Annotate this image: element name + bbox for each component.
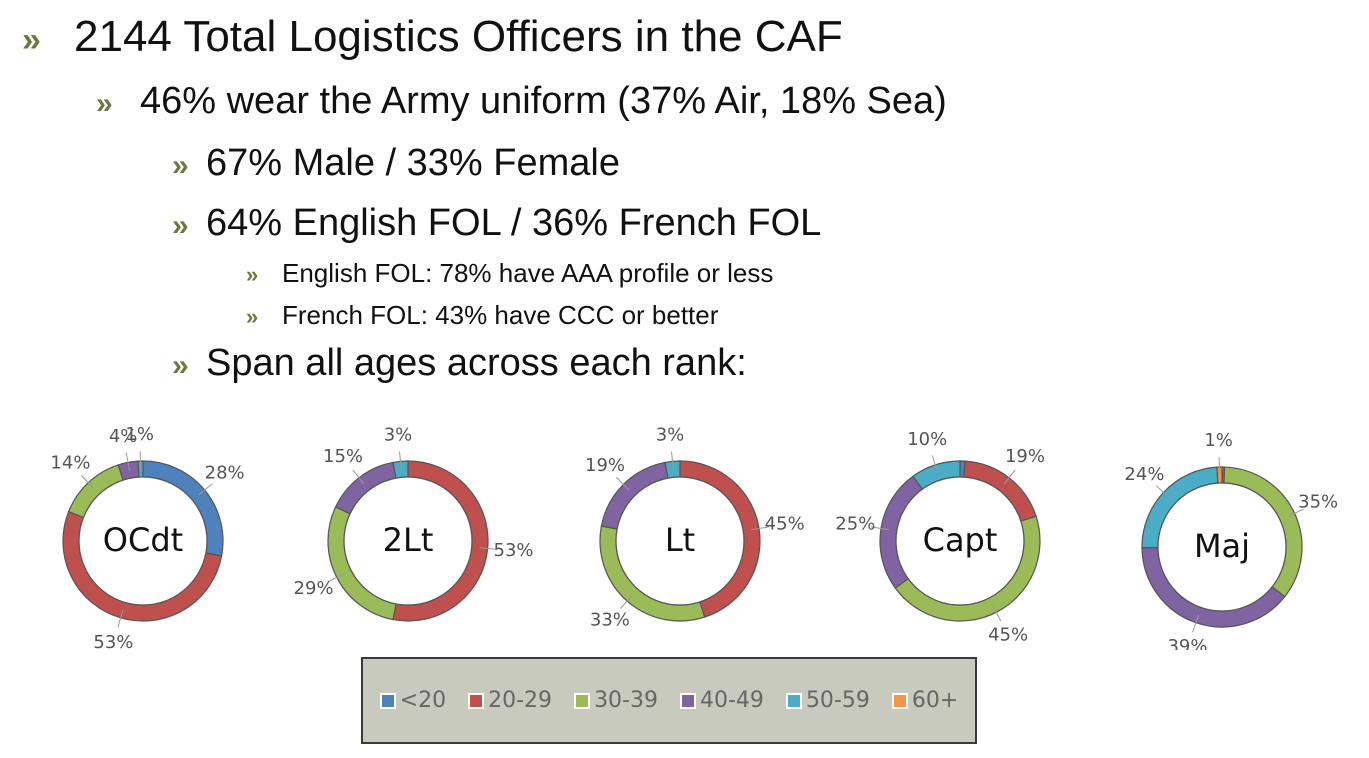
chart-legend: <20 20-29 30-39 40-49 50-59 60+: [361, 657, 977, 744]
bullet-ages: » Span all ages across each rank:: [172, 342, 747, 385]
data-label: 53%: [494, 540, 534, 561]
legend-swatch: [574, 692, 591, 709]
leader-line: [620, 594, 633, 609]
data-label: 15%: [323, 446, 363, 467]
donut-hole: [1157, 482, 1287, 612]
leader-line: [81, 475, 95, 489]
data-label: 45%: [765, 513, 805, 534]
bullet-text: English FOL: 78% have AAA profile or les…: [282, 258, 774, 288]
leader-line: [327, 573, 345, 583]
donut-hole: [895, 476, 1025, 606]
legend-swatch: [785, 692, 802, 709]
leader-line: [871, 526, 889, 531]
bullet-text: Span all ages across each rank:: [206, 342, 747, 384]
data-label: 19%: [1005, 446, 1045, 467]
leader-line: [352, 469, 365, 485]
legend-swatch: [468, 692, 485, 709]
legend-label: 40-49: [700, 688, 764, 713]
leader-line: [1003, 469, 1016, 485]
legend-swatch: [680, 692, 696, 709]
donut-maj: 35% 39% 24% 1% Maj: [1124, 430, 1338, 650]
leader-line: [1287, 508, 1304, 518]
donut-hole: [343, 476, 473, 606]
leader-line: [399, 451, 402, 470]
data-label: 1%: [1204, 430, 1233, 451]
donut-title: OCdt: [103, 521, 183, 559]
chevron-bullet-icon: »: [172, 349, 189, 382]
leader-line: [992, 604, 1002, 622]
data-label: 4%: [109, 426, 138, 447]
chevron-bullet-icon: »: [96, 87, 113, 120]
chevron-bullet-icon: »: [246, 304, 259, 329]
chevron-bullet-icon: »: [172, 209, 189, 242]
legend-item-60-plus: 60+: [891, 688, 959, 713]
bullet-gender: » 67% Male / 33% Female: [172, 142, 620, 185]
legend-label: 60+: [911, 688, 959, 713]
data-label: 25%: [835, 513, 875, 534]
bullet-text: 2144 Total Logistics Officers in the CAF: [74, 12, 843, 61]
leader-line: [1192, 614, 1200, 633]
chevron-bullet-icon: »: [246, 262, 259, 287]
leader-line: [117, 610, 124, 628]
donut-hole: [615, 476, 745, 606]
data-label: 3%: [384, 424, 413, 445]
leader-line: [671, 451, 674, 470]
bullet-total-officers: » 2144 Total Logistics Officers in the C…: [22, 12, 843, 62]
leader-line: [198, 483, 213, 496]
donut-ocdt: 28% 53% 14% 4%1% OCdt: [50, 424, 244, 650]
data-label: 24%: [1124, 464, 1164, 485]
data-label: 29%: [294, 578, 334, 599]
bullet-language: » 64% English FOL / 36% French FOL: [172, 202, 821, 245]
legend-label: <20: [399, 688, 447, 713]
legend-item-40-49: 40-49: [680, 688, 764, 713]
legend-item-30-39: 30-39: [574, 688, 658, 713]
legend-label: 30-39: [594, 688, 658, 713]
donut-2lt: 53% 29% 15% 3% 2Lt: [294, 424, 534, 622]
data-label: 33%: [590, 610, 630, 631]
leader-line: [931, 455, 939, 473]
data-label: 28%: [205, 462, 245, 483]
data-label: 39%: [1167, 636, 1207, 650]
data-label: 53%: [93, 632, 133, 650]
bullet-uniform: » 46% wear the Army uniform (37% Air, 18…: [96, 80, 947, 123]
data-label: 19%: [585, 455, 625, 476]
bullet-text: 64% English FOL / 36% French FOL: [206, 202, 822, 244]
leader-line: [479, 547, 498, 550]
bullet-english-profile: » English FOL: 78% have AAA profile or l…: [246, 258, 773, 289]
legend-label: 20-29: [488, 688, 553, 713]
leader-line: [125, 452, 130, 471]
legend-item-under-20: <20: [379, 688, 447, 713]
donut-title: Capt: [923, 521, 998, 559]
data-label: 14%: [50, 453, 90, 474]
data-label: 1%: [125, 424, 154, 445]
leader-line: [1218, 457, 1221, 476]
data-label: 10%: [907, 429, 947, 450]
legend-swatch: [379, 692, 396, 709]
leader-line: [616, 477, 630, 491]
legend-item-50-59: 50-59: [785, 688, 870, 713]
bullet-french-profile: » French FOL: 43% have CCC or better: [246, 300, 718, 331]
donut-title: 2Lt: [383, 521, 434, 559]
donut-lt: 45% 33% 19% 3% Lt: [585, 424, 805, 630]
leader-line: [139, 451, 142, 470]
data-label: 3%: [656, 424, 685, 445]
bullet-text: French FOL: 43% have CCC or better: [282, 300, 719, 330]
donut-title: Lt: [665, 521, 695, 559]
legend-item-20-29: 20-29: [468, 688, 552, 713]
bullet-text: 67% Male / 33% Female: [206, 142, 620, 184]
bullet-text: 46% wear the Army uniform (37% Air, 18% …: [140, 80, 947, 122]
donut-title: Maj: [1194, 527, 1250, 565]
donut-capt: 19% 45% 25% 10% Capt: [835, 429, 1045, 645]
leader-line: [751, 526, 769, 531]
data-label: 35%: [1298, 491, 1338, 512]
chevron-bullet-icon: »: [172, 149, 189, 182]
leader-line: [1155, 485, 1170, 499]
legend-swatch: [891, 692, 908, 709]
chevron-bullet-icon: »: [22, 21, 41, 59]
donut-hole: [78, 476, 208, 606]
donut-charts: 28%53%14%4%1%OCdt 53%29%15%3%2Lt 45%33%19%…: [50, 424, 1338, 650]
legend-label: 50-59: [805, 688, 870, 713]
data-label: 45%: [988, 624, 1028, 645]
